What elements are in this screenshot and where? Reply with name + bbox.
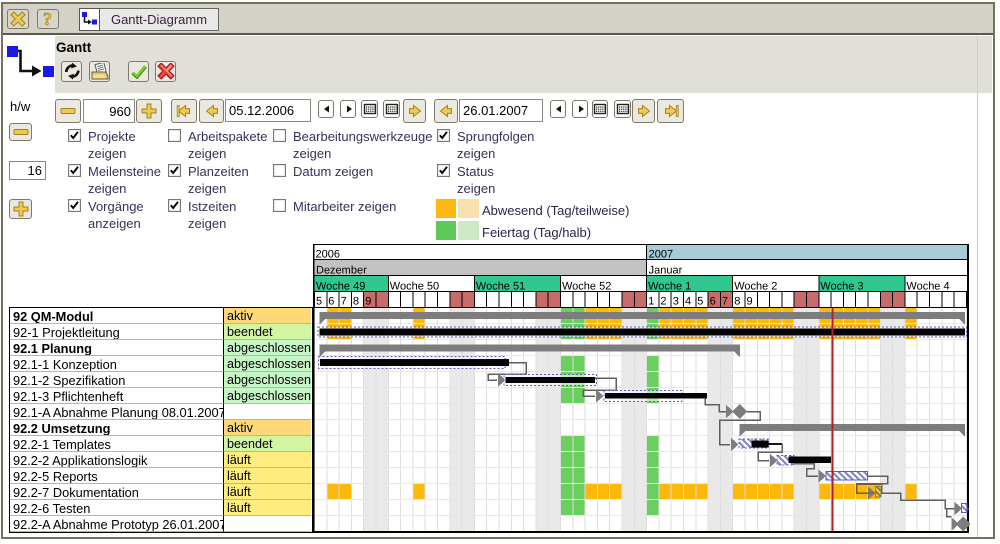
svg-text:8: 8 bbox=[353, 296, 359, 308]
svg-text:?: ? bbox=[43, 10, 52, 28]
svg-text:Woche 3: Woche 3 bbox=[820, 281, 863, 293]
svg-text:6: 6 bbox=[710, 296, 716, 308]
svg-text:Januar: Januar bbox=[649, 265, 683, 277]
svg-text:Woche 49: Woche 49 bbox=[316, 281, 365, 293]
svg-text:2: 2 bbox=[660, 296, 666, 308]
svg-text:5: 5 bbox=[697, 296, 703, 308]
svg-text:Woche 50: Woche 50 bbox=[390, 281, 439, 293]
svg-text:9: 9 bbox=[747, 296, 753, 308]
svg-text:Woche 1: Woche 1 bbox=[648, 281, 691, 293]
svg-text:7: 7 bbox=[722, 296, 728, 308]
svg-text:Woche 51: Woche 51 bbox=[476, 281, 525, 293]
svg-text:8: 8 bbox=[734, 296, 740, 308]
svg-text:6: 6 bbox=[328, 296, 334, 308]
svg-text:Woche 2: Woche 2 bbox=[734, 281, 777, 293]
svg-text:4: 4 bbox=[685, 296, 691, 308]
svg-text:1: 1 bbox=[648, 296, 654, 308]
svg-text:Woche 4: Woche 4 bbox=[906, 281, 949, 293]
svg-text:2006: 2006 bbox=[316, 249, 340, 261]
svg-text:5: 5 bbox=[316, 296, 322, 308]
svg-text:Woche 52: Woche 52 bbox=[562, 281, 611, 293]
svg-text:3: 3 bbox=[673, 296, 679, 308]
svg-text:Dezember: Dezember bbox=[316, 265, 367, 277]
svg-text:9: 9 bbox=[365, 296, 371, 308]
svg-text:7: 7 bbox=[341, 296, 347, 308]
svg-text:2007: 2007 bbox=[649, 249, 673, 261]
